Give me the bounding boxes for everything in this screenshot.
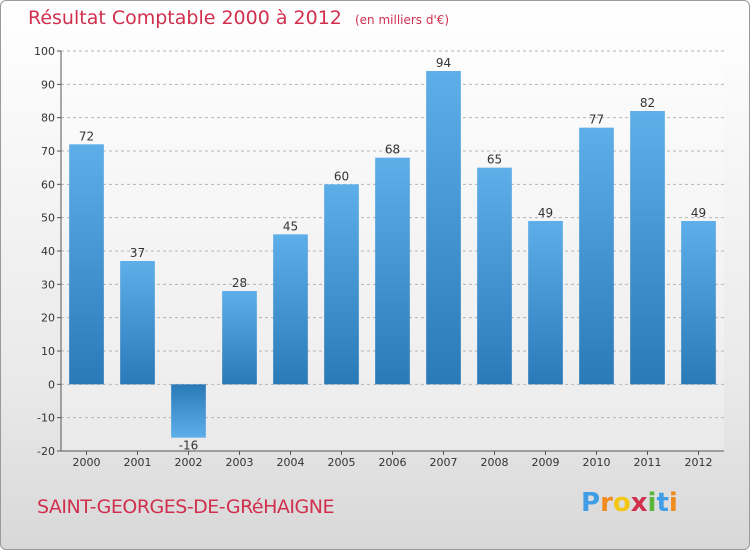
y-tick-label: 90 (41, 78, 55, 91)
x-tick-label: 2004 (277, 456, 305, 469)
y-tick-label: 10 (41, 345, 55, 358)
x-tick-label: 2003 (226, 456, 254, 469)
logo-letter: t (656, 488, 669, 518)
x-tick-label: 2000 (73, 456, 101, 469)
y-tick-label: 80 (41, 112, 55, 125)
data-label-2005: 60 (334, 169, 349, 183)
bar-2009[interactable] (528, 221, 563, 385)
x-tick-label: 2001 (124, 456, 152, 469)
bar-2008[interactable] (477, 167, 512, 385)
data-label-2003: 28 (232, 276, 247, 290)
y-tick-label: -10 (37, 412, 55, 425)
y-tick-label: 100 (34, 45, 55, 58)
logo-letter: r (600, 488, 613, 518)
bar-2000[interactable] (69, 144, 104, 385)
bar-2003[interactable] (222, 291, 257, 385)
x-tick-label: 2002 (175, 456, 203, 469)
bar-2006[interactable] (375, 157, 410, 385)
commune-name: SAINT-GEORGES-DE-GRéHAIGNE (37, 496, 334, 518)
y-tick-label: 20 (41, 312, 55, 325)
data-label-2001: 37 (130, 246, 145, 260)
chart-title: Résultat Comptable 2000 à 2012 (en milli… (28, 7, 449, 29)
logo-letter: P (581, 488, 601, 518)
bar-2012[interactable] (681, 221, 716, 385)
data-label-2006: 68 (385, 143, 400, 157)
y-tick-label: 30 (41, 278, 55, 291)
data-label-2012: 49 (691, 206, 706, 220)
data-label-2004: 45 (283, 219, 298, 233)
data-label-2007: 94 (436, 56, 451, 70)
logo-letter: i (668, 488, 678, 518)
data-label-2009: 49 (538, 206, 553, 220)
x-tick-label: 2007 (430, 456, 458, 469)
y-tick-label: -20 (37, 445, 55, 458)
logo-letter: x (630, 488, 648, 518)
logo-letter: i (647, 488, 657, 518)
bar-2010[interactable] (579, 127, 614, 385)
data-label-2002: -16 (179, 439, 199, 453)
x-tick-label: 2005 (328, 456, 356, 469)
title-main: Résultat Comptable 2000 à 2012 (28, 7, 342, 29)
bar-2002[interactable] (171, 384, 206, 438)
data-label-2008: 65 (487, 153, 502, 167)
x-tick-label: 2009 (532, 456, 560, 469)
x-tick-label: 2006 (379, 456, 407, 469)
data-label-2000: 72 (79, 129, 94, 143)
y-tick-label: 50 (41, 212, 55, 225)
x-tick-label: 2012 (685, 456, 713, 469)
bar-2004[interactable] (273, 234, 308, 385)
x-tick-label: 2010 (583, 456, 611, 469)
x-tick-label: 2011 (634, 456, 662, 469)
proxiti-logo[interactable]: Proxiti (581, 488, 678, 518)
y-tick-label: 40 (41, 245, 55, 258)
title-unit: (en milliers d'€) (354, 13, 450, 27)
bar-2001[interactable] (120, 261, 155, 385)
y-tick-label: 60 (41, 178, 55, 191)
bar-2005[interactable] (324, 184, 359, 385)
y-tick-label: 0 (48, 378, 55, 391)
data-label-2010: 77 (589, 113, 604, 127)
logo-letter: o (612, 488, 631, 518)
bar-2007[interactable] (426, 71, 461, 385)
bar-2011[interactable] (630, 111, 665, 385)
data-label-2011: 82 (640, 96, 655, 110)
y-tick-label: 70 (41, 145, 55, 158)
x-tick-label: 2008 (481, 456, 509, 469)
